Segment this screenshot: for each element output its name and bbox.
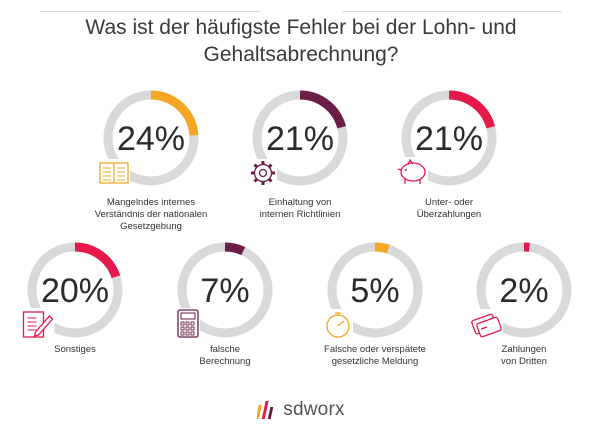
- donut-category-label: Falsche oder verspätete: [324, 344, 426, 355]
- chart-title-line-2: Gehaltsabrechnung?: [203, 43, 399, 66]
- donut-category-label: Berechnung: [199, 356, 250, 367]
- book-icon: [98, 159, 130, 187]
- donut-category-label: Einhaltung von: [269, 197, 332, 208]
- stopwatch-icon: [323, 309, 353, 339]
- brand-name: sdworx: [283, 399, 345, 420]
- donut-value-arc: [374, 242, 390, 254]
- donut-category-label: Mangelndes internes: [107, 197, 195, 208]
- calculator-icon: [176, 308, 200, 339]
- donut-category-label: gesetzliche Meldung: [332, 356, 419, 367]
- donut-value-arc: [224, 242, 246, 256]
- sdworx-logo-icon: [257, 401, 274, 419]
- chart-title-line-1: Was ist der häufigste Fehler bei der Loh…: [85, 16, 517, 39]
- piggy-bank-icon: [396, 157, 428, 187]
- document-pen-icon: [21, 308, 55, 339]
- donut-category-label: falsche: [210, 344, 240, 355]
- donut-value-label: 21%: [266, 120, 334, 158]
- donut-category-label: Gesetzgebung: [120, 221, 182, 232]
- donut-category-label: Zahlungen: [502, 344, 547, 355]
- donut-value-label: 21%: [415, 120, 483, 158]
- chart-title: Was ist der häufigste Fehler bei der Loh…: [0, 14, 602, 68]
- footer-divider-right: [342, 11, 562, 12]
- donut-value-arc: [299, 90, 347, 129]
- donut-category-label: Verständnis der nationalen: [95, 209, 208, 220]
- credit-card-icon: [471, 309, 503, 339]
- donut-value-arc: [448, 90, 496, 129]
- donut-category-label: internen Richtlinien: [260, 209, 341, 220]
- donut-value-label: 20%: [41, 272, 109, 310]
- donut-value-label: 24%: [117, 120, 185, 158]
- donut-value-label: 5%: [350, 272, 399, 310]
- donut-category-label: von Dritten: [501, 356, 547, 367]
- donut-value-label: 2%: [499, 272, 548, 310]
- footer-divider-left: [40, 11, 260, 12]
- donut-item: 20% Sonstiges: [21, 242, 123, 355]
- donut-category-label: Sonstiges: [54, 344, 96, 355]
- donut-value-arc: [74, 242, 121, 279]
- donut-value-arc: [150, 90, 199, 136]
- gear-icon: [249, 159, 277, 187]
- donut-category-label: Unter- oder: [425, 197, 473, 208]
- footer-logo: sdworx: [0, 398, 602, 422]
- donut-category-label: Überzahlungen: [417, 209, 481, 220]
- donut-value-label: 7%: [200, 272, 249, 310]
